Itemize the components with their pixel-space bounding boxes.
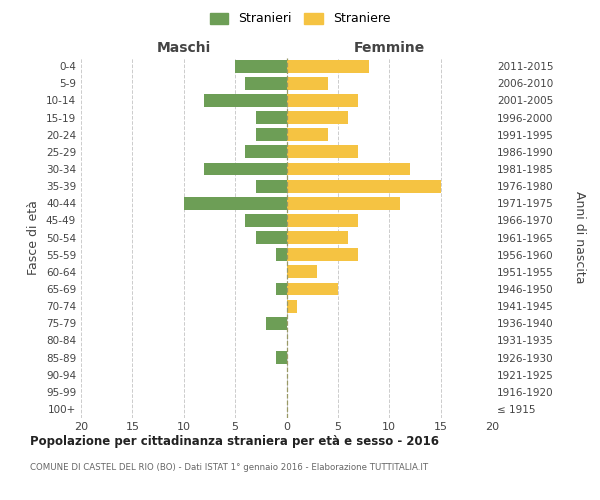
Bar <box>184 197 287 209</box>
Bar <box>287 94 358 107</box>
Bar <box>287 77 328 90</box>
Legend: Stranieri, Straniere: Stranieri, Straniere <box>206 8 394 29</box>
Bar <box>287 146 358 158</box>
Bar <box>276 351 287 364</box>
Bar <box>287 162 410 175</box>
Bar <box>287 282 338 296</box>
Bar <box>245 214 287 227</box>
Bar <box>256 231 287 244</box>
Bar <box>204 162 287 175</box>
Bar <box>256 128 287 141</box>
Y-axis label: Fasce di età: Fasce di età <box>28 200 40 275</box>
Bar <box>287 111 348 124</box>
Bar <box>245 146 287 158</box>
Bar <box>287 231 348 244</box>
Bar <box>287 128 328 141</box>
Bar <box>266 317 287 330</box>
Bar <box>287 197 400 209</box>
Bar <box>287 300 297 312</box>
Text: Femmine: Femmine <box>353 41 425 55</box>
Bar <box>235 60 287 72</box>
Bar <box>276 282 287 296</box>
Bar <box>276 248 287 261</box>
Text: Maschi: Maschi <box>157 41 211 55</box>
Bar <box>287 248 358 261</box>
Bar <box>245 77 287 90</box>
Bar <box>256 180 287 192</box>
Bar <box>287 214 358 227</box>
Bar <box>287 180 440 192</box>
Bar <box>287 60 369 72</box>
Text: COMUNE DI CASTEL DEL RIO (BO) - Dati ISTAT 1° gennaio 2016 - Elaborazione TUTTIT: COMUNE DI CASTEL DEL RIO (BO) - Dati IST… <box>30 462 428 471</box>
Bar <box>287 266 317 278</box>
Text: Popolazione per cittadinanza straniera per età e sesso - 2016: Popolazione per cittadinanza straniera p… <box>30 435 439 448</box>
Bar <box>256 111 287 124</box>
Y-axis label: Anni di nascita: Anni di nascita <box>573 191 586 284</box>
Bar <box>204 94 287 107</box>
